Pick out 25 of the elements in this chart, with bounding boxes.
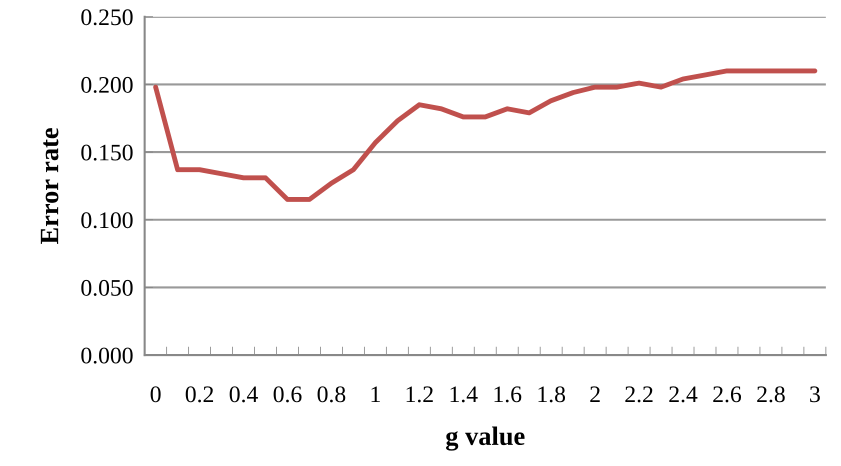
x-tick-label: 1.4 bbox=[450, 386, 478, 402]
x-tick-label: 1.6 bbox=[494, 386, 522, 402]
y-axis-title: Error rate bbox=[40, 128, 58, 244]
x-tick-label: 2.2 bbox=[625, 386, 653, 402]
x-tick-label: 2.4 bbox=[669, 386, 698, 402]
x-axis-title: g value bbox=[446, 426, 525, 451]
x-tick-label: 0.6 bbox=[274, 386, 302, 402]
x-tick-label: 0.8 bbox=[318, 386, 346, 402]
y-tick-label: 0.200 bbox=[81, 76, 133, 93]
x-tick-label: 1 bbox=[372, 386, 380, 402]
y-tick-label: 0.100 bbox=[81, 212, 133, 228]
x-tick-label: 2 bbox=[590, 386, 600, 402]
y-tick-label: 0.250 bbox=[81, 9, 133, 26]
line-series bbox=[153, 68, 818, 202]
x-tick-label: 1.2 bbox=[406, 386, 433, 402]
x-tick-label: 0.4 bbox=[230, 386, 258, 402]
x-tick-label: 3 bbox=[810, 386, 820, 402]
y-tick-label: 0.050 bbox=[81, 280, 133, 296]
x-tick-label: 1.8 bbox=[538, 386, 566, 402]
x-tick-label: 2.8 bbox=[757, 386, 785, 402]
x-tick-label: 0 bbox=[150, 386, 161, 402]
y-tick-label: 0.000 bbox=[81, 348, 133, 364]
x-tick-label: 2.6 bbox=[713, 386, 742, 402]
y-tick-label: 0.150 bbox=[81, 144, 133, 161]
x-tick-label: 0.2 bbox=[186, 386, 214, 402]
